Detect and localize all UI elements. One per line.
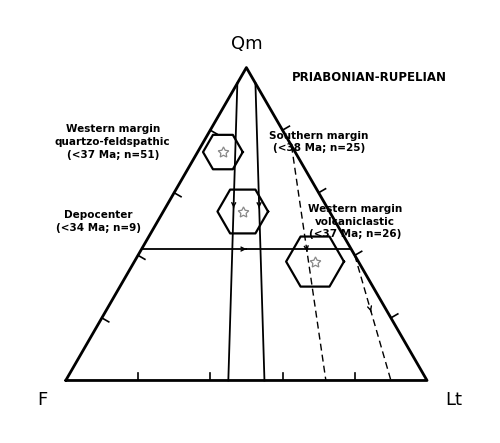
- Text: F: F: [38, 391, 48, 409]
- Text: PRIABONIAN-RUPELIAN: PRIABONIAN-RUPELIAN: [292, 71, 446, 84]
- Text: Depocenter
(<34 Ma; n=9): Depocenter (<34 Ma; n=9): [56, 210, 140, 233]
- Text: Western margin
volcaniclastic
(<37 Ma; n=26): Western margin volcaniclastic (<37 Ma; n…: [308, 204, 402, 239]
- Text: Western margin
quartzo-feldspathic
(<37 Ma; n=51): Western margin quartzo-feldspathic (<37 …: [55, 124, 170, 160]
- Text: Lt: Lt: [445, 391, 462, 409]
- Text: Southern margin
(<38 Ma; n=25): Southern margin (<38 Ma; n=25): [269, 131, 368, 153]
- Text: Qm: Qm: [230, 35, 262, 53]
